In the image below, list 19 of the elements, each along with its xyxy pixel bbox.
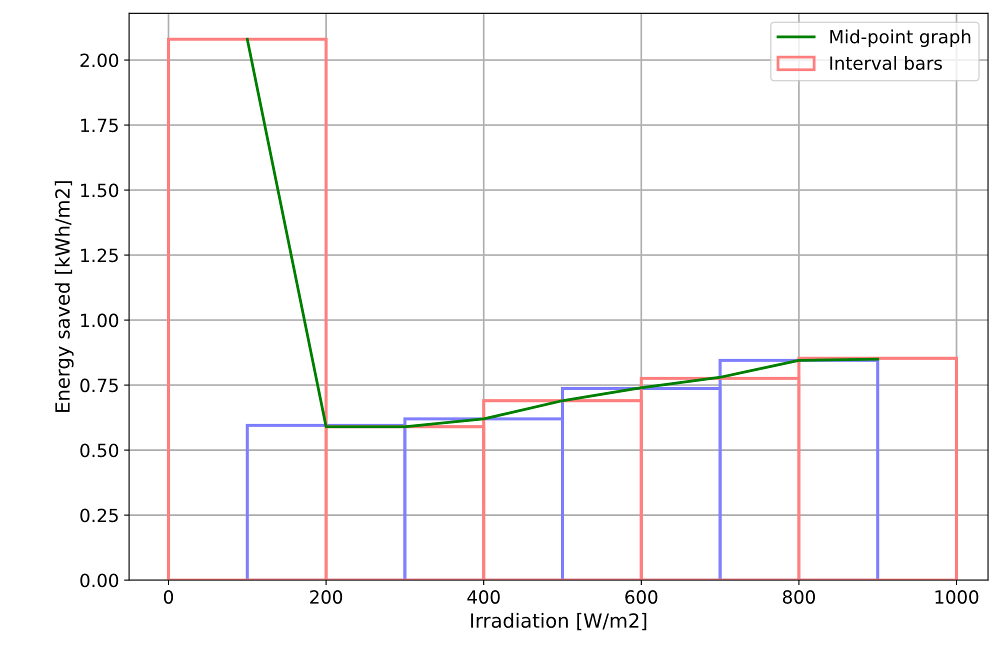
x-tick-label: 1000	[936, 590, 978, 604]
y-axis-title: Energy saved [kWh/m2]	[54, 181, 74, 412]
y-tick-label: 1.75	[81, 118, 118, 132]
y-tick-label: 1.00	[81, 314, 118, 328]
y-tick-label: 0.00	[80, 574, 118, 588]
y-tick-label: 1.25	[81, 248, 118, 262]
legend-label: Mid-point graph	[830, 30, 970, 47]
x-tick-label: 0	[164, 590, 174, 604]
x-tick-label: 400	[467, 590, 500, 604]
y-tick-label: 0.25	[80, 508, 118, 522]
x-tick-label: 600	[625, 590, 658, 604]
x-tick-label: 800	[782, 590, 815, 604]
legend-label: Interval bars	[830, 56, 942, 70]
y-tick-label: 0.75	[80, 378, 118, 392]
y-tick-label: 1.50	[81, 184, 118, 198]
x-tick-label: 200	[310, 590, 342, 604]
y-tick-label: 2.00	[80, 54, 118, 68]
y-tick-label: 0.50	[80, 444, 118, 458]
x-axis-title: Irradiation [W/m2]	[471, 612, 646, 630]
